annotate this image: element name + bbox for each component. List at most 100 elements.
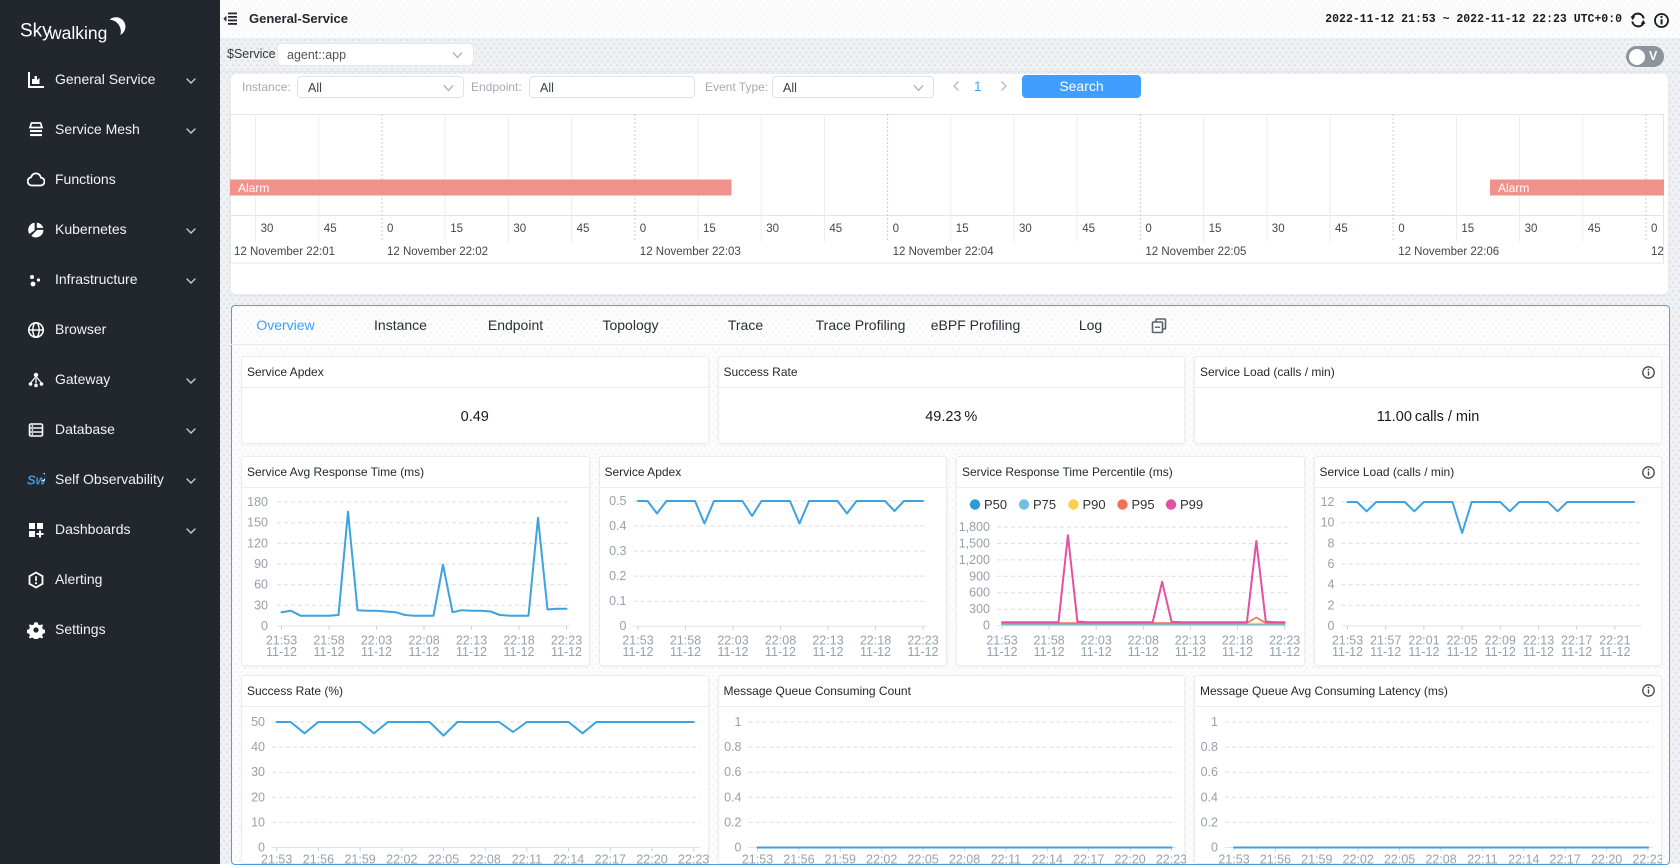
svg-text:11-12: 11-12 — [717, 645, 748, 659]
svg-text:0: 0 — [1211, 841, 1218, 855]
svg-text:11-12: 11-12 — [1175, 645, 1206, 659]
svg-text:1: 1 — [1211, 715, 1218, 729]
svg-text:22:23: 22:23 — [1269, 634, 1300, 648]
svg-text:22:17: 22:17 — [1550, 853, 1581, 865]
svg-text:11-12: 11-12 — [1331, 645, 1362, 659]
svg-text:22:17: 22:17 — [1561, 634, 1592, 648]
svg-text:11-12: 11-12 — [503, 645, 534, 659]
svg-text:22:14: 22:14 — [1031, 853, 1062, 865]
svg-text:21:53: 21:53 — [266, 634, 297, 648]
svg-text:1,500: 1,500 — [959, 536, 990, 550]
svg-text:45: 45 — [1082, 223, 1095, 235]
svg-text:1: 1 — [734, 715, 741, 729]
svg-text:21:56: 21:56 — [783, 853, 814, 865]
svg-text:30: 30 — [1272, 223, 1285, 235]
svg-text:11-12: 11-12 — [266, 645, 297, 659]
svg-text:21:58: 21:58 — [1033, 634, 1064, 648]
svg-text:11-12: 11-12 — [1599, 645, 1630, 659]
svg-text:11-12: 11-12 — [1446, 645, 1477, 659]
svg-text:22:02: 22:02 — [866, 853, 897, 865]
svg-text:11-12: 11-12 — [859, 645, 890, 659]
svg-text:22:02: 22:02 — [1343, 853, 1374, 865]
svg-text:11-12: 11-12 — [1081, 645, 1112, 659]
svg-text:900: 900 — [969, 569, 990, 583]
svg-text:40: 40 — [251, 740, 265, 754]
svg-text:10: 10 — [1320, 516, 1334, 530]
svg-text:0: 0 — [983, 619, 990, 633]
svg-text:10: 10 — [251, 815, 265, 829]
svg-text:0: 0 — [387, 223, 393, 235]
svg-text:0.4: 0.4 — [1201, 790, 1218, 804]
svg-text:P50: P50 — [984, 497, 1007, 512]
svg-text:30: 30 — [766, 223, 779, 235]
svg-text:45: 45 — [1588, 223, 1601, 235]
svg-text:22:23: 22:23 — [907, 634, 938, 648]
svg-text:22:14: 22:14 — [553, 853, 584, 865]
svg-text:30: 30 — [1525, 223, 1538, 235]
svg-text:22:05: 22:05 — [907, 853, 938, 865]
svg-text:22:05: 22:05 — [1446, 634, 1477, 648]
svg-text:22:11: 22:11 — [1467, 853, 1497, 865]
svg-text:Sw: Sw — [27, 473, 45, 488]
svg-text:0: 0 — [619, 619, 626, 633]
svg-text:22:08: 22:08 — [948, 853, 979, 865]
svg-text:22:08: 22:08 — [408, 634, 439, 648]
svg-text:0: 0 — [1398, 223, 1404, 235]
svg-text:30: 30 — [251, 765, 265, 779]
svg-text:0: 0 — [1327, 619, 1334, 633]
svg-text:11-12: 11-12 — [361, 645, 392, 659]
svg-text:12: 12 — [1651, 246, 1664, 258]
svg-text:0: 0 — [1145, 223, 1151, 235]
svg-text:22:08: 22:08 — [470, 853, 501, 865]
svg-text:21:53: 21:53 — [986, 634, 1017, 648]
svg-text:60: 60 — [254, 578, 268, 592]
svg-text:0: 0 — [258, 841, 265, 855]
svg-text:15: 15 — [703, 223, 716, 235]
svg-text:11-12: 11-12 — [764, 645, 795, 659]
svg-text:Alarm: Alarm — [238, 181, 269, 195]
svg-text:0.2: 0.2 — [1201, 815, 1218, 829]
svg-text:22:02: 22:02 — [386, 853, 417, 865]
svg-text:11-12: 11-12 — [669, 645, 700, 659]
svg-text:11-12: 11-12 — [408, 645, 439, 659]
svg-text:22:23: 22:23 — [1632, 853, 1662, 865]
svg-text:45: 45 — [1335, 223, 1348, 235]
svg-text:12 November 22:02: 12 November 22:02 — [387, 246, 488, 258]
svg-text:11-12: 11-12 — [812, 645, 843, 659]
svg-text:21:59: 21:59 — [344, 853, 375, 865]
svg-text:22:20: 22:20 — [636, 853, 667, 865]
svg-text:11-12: 11-12 — [1484, 645, 1515, 659]
svg-text:Alarm: Alarm — [1498, 181, 1529, 195]
svg-text:11-12: 11-12 — [1408, 645, 1439, 659]
svg-text:12 November 22:05: 12 November 22:05 — [1145, 246, 1246, 258]
svg-text:21:57: 21:57 — [1370, 634, 1401, 648]
svg-text:Sky: Sky — [20, 21, 52, 42]
svg-text:0.6: 0.6 — [724, 765, 741, 779]
svg-text:1,200: 1,200 — [959, 553, 990, 567]
svg-text:0.2: 0.2 — [609, 569, 626, 583]
svg-text:22:18: 22:18 — [859, 634, 890, 648]
svg-text:11-12: 11-12 — [1128, 645, 1159, 659]
svg-text:0.6: 0.6 — [1201, 765, 1218, 779]
svg-text:P95: P95 — [1132, 497, 1155, 512]
svg-text:0.8: 0.8 — [1201, 740, 1218, 754]
svg-text:0: 0 — [893, 223, 899, 235]
svg-text:22:01: 22:01 — [1408, 634, 1439, 648]
svg-text:11-12: 11-12 — [1370, 645, 1401, 659]
svg-text:0.4: 0.4 — [724, 790, 741, 804]
svg-text:0: 0 — [734, 841, 741, 855]
svg-text:0: 0 — [640, 223, 646, 235]
svg-text:22:05: 22:05 — [428, 853, 459, 865]
svg-text:22:13: 22:13 — [812, 634, 843, 648]
svg-text:21:53: 21:53 — [1218, 853, 1249, 865]
svg-text:300: 300 — [969, 602, 990, 616]
svg-text:22:11: 22:11 — [512, 853, 542, 865]
svg-text:0.4: 0.4 — [609, 519, 626, 533]
svg-text:12 November 22:03: 12 November 22:03 — [640, 246, 741, 258]
svg-text:21:58: 21:58 — [313, 634, 344, 648]
svg-text:30: 30 — [513, 223, 526, 235]
svg-text:21:53: 21:53 — [1331, 634, 1362, 648]
svg-text:150: 150 — [247, 516, 268, 530]
svg-text:P99: P99 — [1180, 497, 1203, 512]
svg-text:22:23: 22:23 — [678, 853, 709, 865]
